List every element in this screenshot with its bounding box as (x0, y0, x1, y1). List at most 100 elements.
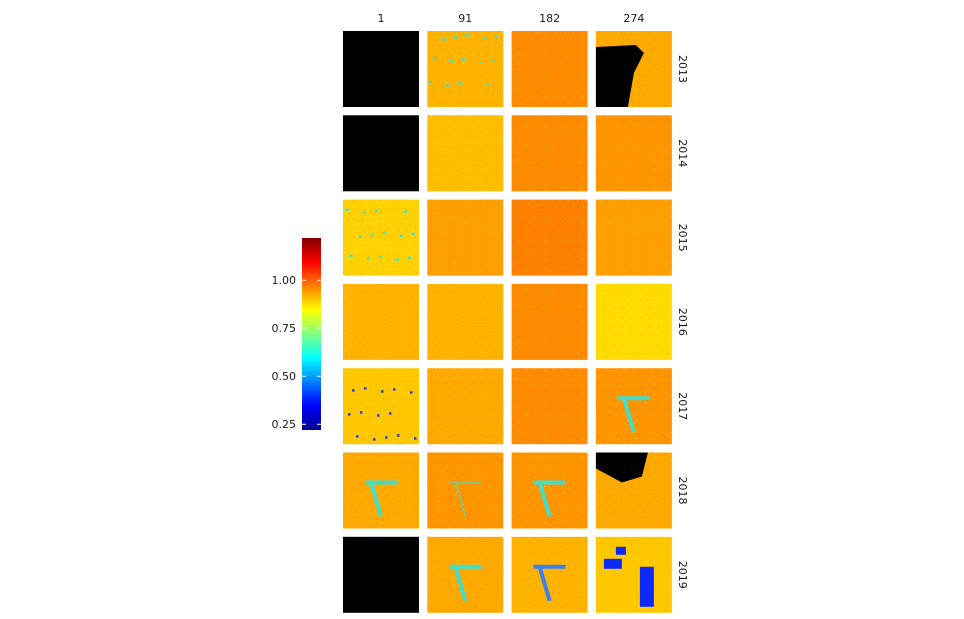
panel-feature (533, 480, 566, 518)
panel-speckle (446, 84, 449, 87)
panel-masked-area (595, 452, 648, 483)
panel-2016-day-1 (343, 283, 419, 360)
panel-texture (343, 199, 419, 276)
panel-2019-day-91 (427, 536, 504, 613)
heatmap-panels (343, 31, 672, 613)
panel-speckle (491, 59, 494, 62)
panel-blue-patch (603, 558, 622, 569)
panel-texture (511, 452, 588, 529)
panel-speckle (381, 390, 384, 393)
colorbar-tick-label: 1.00 (272, 274, 297, 287)
panel-speckle (450, 60, 453, 63)
panel-2017-day-91 (427, 368, 504, 445)
panel-2018-day-182 (511, 452, 588, 529)
panel-speckle (400, 234, 403, 238)
panel-speckle (364, 387, 367, 390)
panel-2013-day-182 (511, 31, 588, 107)
panel-texture (595, 115, 672, 192)
panel-2013-day-1 (343, 31, 419, 107)
panel-2019-day-1 (343, 536, 419, 613)
facet-column-label-274: 274 (623, 12, 644, 25)
panel-2014-day-91 (427, 115, 504, 192)
colorbar-gradient (302, 238, 321, 430)
panel-speckle (396, 258, 399, 262)
panel-2013-day-274 (595, 31, 672, 107)
panel-speckle (458, 82, 461, 85)
panel-speckle (483, 37, 486, 40)
panel-blue-patch (639, 566, 654, 607)
panel-texture (595, 368, 672, 445)
colorbar-ticks: 0.25 0.50 0.75 1.00 (272, 274, 321, 431)
panel-texture (427, 31, 504, 107)
panel-2018-day-274 (595, 452, 672, 529)
panel-speckle (389, 412, 392, 415)
panel-speckle (412, 232, 415, 236)
panel-speckle (466, 34, 469, 37)
panel-speckle (363, 211, 366, 215)
panel-texture (595, 536, 672, 613)
panel-2018-day-91 (427, 452, 504, 529)
panel-2016-day-182 (511, 283, 588, 360)
facet-row-label-2016: 2016 (676, 308, 689, 336)
panel-2014-day-182 (511, 115, 588, 192)
panel-speckle (429, 81, 432, 84)
facet-row-label-2013: 2013 (676, 55, 689, 83)
panel-speckle (383, 231, 386, 235)
colorbar: 0.25 0.50 0.75 1.00 (272, 238, 321, 431)
panel-speckle (487, 83, 490, 86)
panel-speckle (367, 257, 370, 261)
panel-speckle (408, 256, 411, 260)
panel-speckle (350, 254, 353, 258)
panel-feature (449, 481, 482, 517)
panel-blue-patch (615, 546, 626, 555)
panel-speckle (356, 435, 359, 438)
panel-speckle (433, 57, 436, 60)
panel-2019-day-274 (595, 536, 672, 613)
panel-texture (511, 283, 588, 360)
panel-2017-day-1 (343, 368, 419, 445)
panel-speckle (462, 58, 465, 61)
panel-speckle (379, 255, 382, 259)
panel-2017-day-274 (595, 368, 672, 445)
panel-feature (365, 480, 397, 518)
panel-2015-day-182 (511, 199, 588, 276)
panel-feature (617, 396, 650, 433)
panel-speckle (352, 389, 355, 392)
colorbar-tick-label: 0.50 (272, 370, 297, 383)
panel-missing-fill (343, 115, 419, 192)
panel-2018-day-1 (343, 452, 419, 529)
panel-speckle (495, 35, 498, 38)
panel-speckle (410, 391, 413, 394)
panel-2014-day-274 (595, 115, 672, 192)
panel-2015-day-1 (343, 199, 419, 276)
colorbar-tick-label: 0.75 (272, 322, 297, 335)
panel-speckle (393, 388, 396, 391)
panel-2019-day-182 (511, 536, 588, 613)
panel-2016-day-91 (427, 283, 504, 360)
facet-column-label-1: 1 (378, 12, 385, 25)
panel-texture (511, 536, 588, 613)
panel-texture (511, 31, 588, 107)
panel-texture (511, 115, 588, 192)
facet-column-labels: 1 91 182 274 (378, 12, 645, 25)
panel-2016-day-274 (595, 283, 672, 360)
panel-2015-day-274 (595, 199, 672, 276)
panel-texture (427, 452, 504, 529)
panel-texture (511, 368, 588, 445)
panel-texture (511, 199, 588, 276)
facet-row-label-2018: 2018 (676, 477, 689, 505)
panel-texture (427, 199, 504, 276)
panel-texture (595, 199, 672, 276)
panel-speckle (373, 438, 376, 441)
panel-texture (343, 452, 419, 529)
facet-row-label-2019: 2019 (676, 561, 689, 589)
panel-texture (427, 115, 504, 192)
panel-2015-day-91 (427, 199, 504, 276)
panel-speckle (414, 437, 417, 440)
panel-speckle (385, 436, 388, 439)
panel-speckle (442, 38, 445, 41)
facet-row-label-2015: 2015 (676, 224, 689, 252)
panel-speckle (404, 210, 407, 214)
panel-feature (449, 564, 482, 602)
